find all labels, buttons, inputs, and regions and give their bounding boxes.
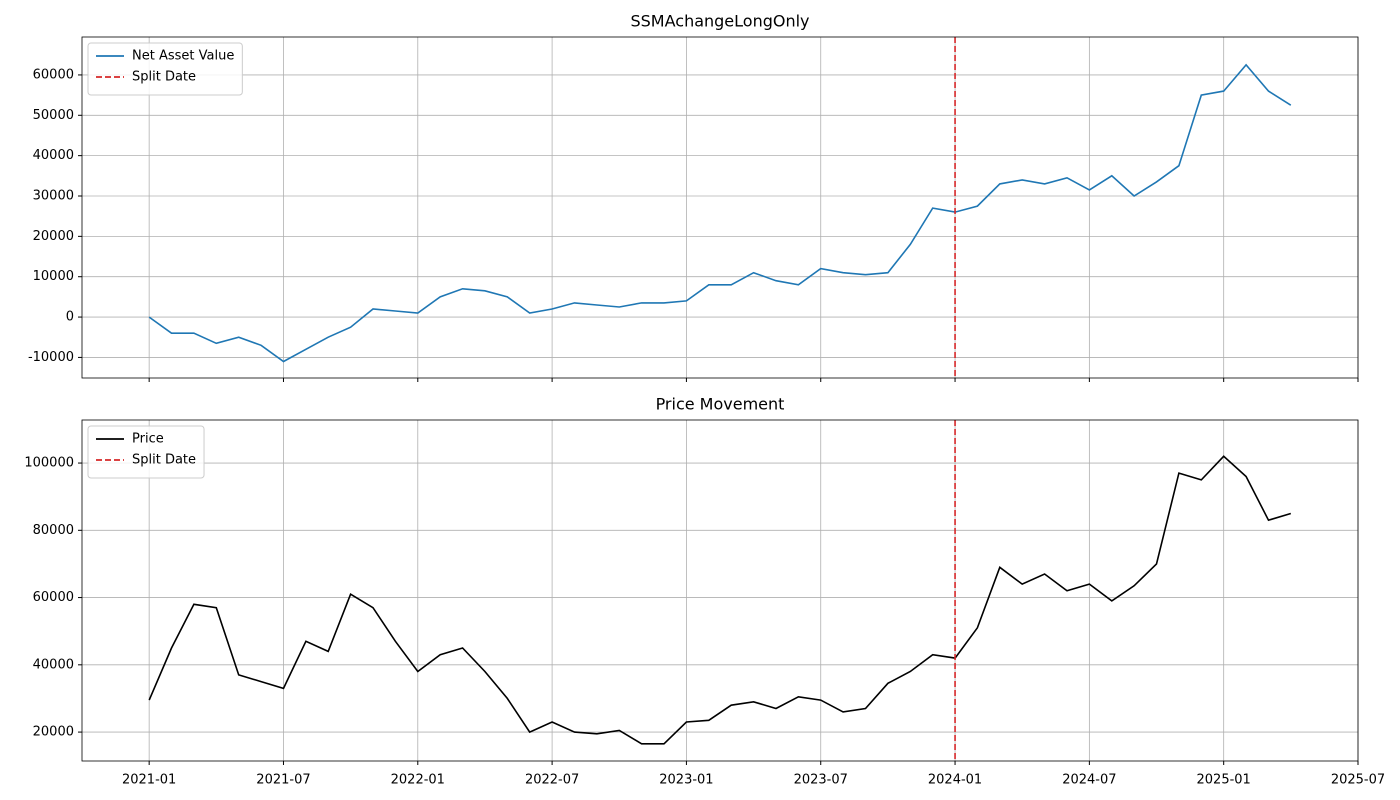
y-tick-label: 60000: [33, 67, 74, 82]
chart-title: SSMAchangeLongOnly: [630, 12, 809, 31]
legend-box: [87, 42, 243, 96]
legend-label: Price: [132, 432, 164, 447]
x-tick-label: 2023-07: [794, 773, 848, 788]
axes-frame: [81, 419, 1359, 762]
x-tick-label: 2024-07: [1062, 773, 1116, 788]
y-tick-label: 60000: [33, 590, 74, 605]
y-tick-label: 50000: [33, 108, 74, 123]
x-tick-label: 2023-01: [659, 773, 713, 788]
legend-label: Net Asset Value: [132, 49, 234, 64]
x-tick-label: 2021-01: [122, 773, 176, 788]
y-tick-label: 20000: [33, 229, 74, 244]
x-tick-label: 2025-01: [1197, 773, 1251, 788]
x-tick-label: 2021-07: [256, 773, 310, 788]
legend-label: Split Date: [132, 453, 196, 468]
line-series: [148, 455, 1292, 745]
y-tick-label: 10000: [33, 269, 74, 284]
line-series: [148, 63, 1292, 363]
y-tick-label: -10000: [28, 350, 74, 365]
y-tick-label: 40000: [33, 657, 74, 672]
y-tick-label: 100000: [24, 456, 74, 471]
x-tick-label: 2022-07: [525, 773, 579, 788]
y-tick-label: 0: [66, 310, 74, 325]
chart-title: Price Movement: [656, 395, 785, 414]
legend-label: Split Date: [132, 70, 196, 85]
y-tick-label: 80000: [33, 523, 74, 538]
y-tick-label: 40000: [33, 148, 74, 163]
x-tick-label: 2022-01: [391, 773, 445, 788]
x-tick-label: 2025-07: [1331, 773, 1385, 788]
y-tick-label: 30000: [33, 188, 74, 203]
axes-frame: [81, 36, 1359, 379]
x-tick-label: 2024-01: [928, 773, 982, 788]
y-tick-label: 20000: [33, 725, 74, 740]
